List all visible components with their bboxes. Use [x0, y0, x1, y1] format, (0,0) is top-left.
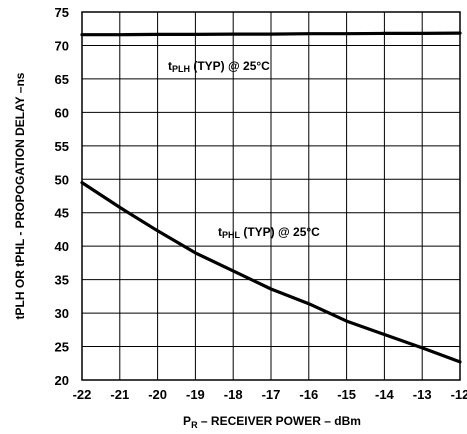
- y-tick-label: 65: [55, 72, 69, 87]
- y-tick-label: 55: [55, 139, 69, 154]
- y-tick-label: 20: [55, 373, 69, 388]
- y-tick-labels: 20 25 30 35 40 45 50 55 60 65 70 75: [55, 5, 69, 388]
- series-line-tphl: [80, 181, 462, 364]
- y-tick-label: 70: [55, 38, 69, 53]
- x-tick-label: -18: [224, 387, 243, 402]
- grid: [81, 11, 461, 381]
- x-tick-label: -12: [451, 387, 467, 402]
- y-tick-label: 45: [55, 206, 69, 221]
- x-tick-label: -13: [413, 387, 432, 402]
- y-tick-label: 25: [55, 340, 69, 355]
- x-tick-labels: -22 -21 -20 -19 -18 -17 -16 -15 -14 -13 -12: [73, 387, 467, 402]
- x-tick-label: -17: [262, 387, 281, 402]
- y-tick-label: 50: [55, 172, 69, 187]
- plot-frame: [81, 11, 461, 381]
- x-tick-label: -20: [148, 387, 167, 402]
- x-tick-label: -16: [299, 387, 318, 402]
- series-label-tplh: tPLH (TYP) @ 25°C: [168, 59, 270, 74]
- y-axis-title: tPLH OR tPHL - PROPOGATION DELAY –ns: [13, 72, 27, 319]
- x-tick-label: -19: [186, 387, 205, 402]
- x-tick-label: -15: [337, 387, 356, 402]
- series-line-tplh: [80, 31, 462, 37]
- y-tick-label: 75: [55, 5, 69, 20]
- x-tick-label: -21: [110, 387, 129, 402]
- x-axis-title: PR – RECEIVER POWER – dBm: [183, 414, 361, 430]
- x-tick-label: -14: [375, 387, 395, 402]
- y-tick-label: 30: [55, 306, 69, 321]
- y-tick-label: 35: [55, 273, 69, 288]
- series-group: [80, 31, 462, 364]
- y-tick-label: 40: [55, 239, 69, 254]
- x-tick-label: -22: [73, 387, 92, 402]
- y-tick-label: 60: [55, 105, 69, 120]
- series-label-tphl: tPHL (TYP) @ 25°C: [218, 225, 320, 240]
